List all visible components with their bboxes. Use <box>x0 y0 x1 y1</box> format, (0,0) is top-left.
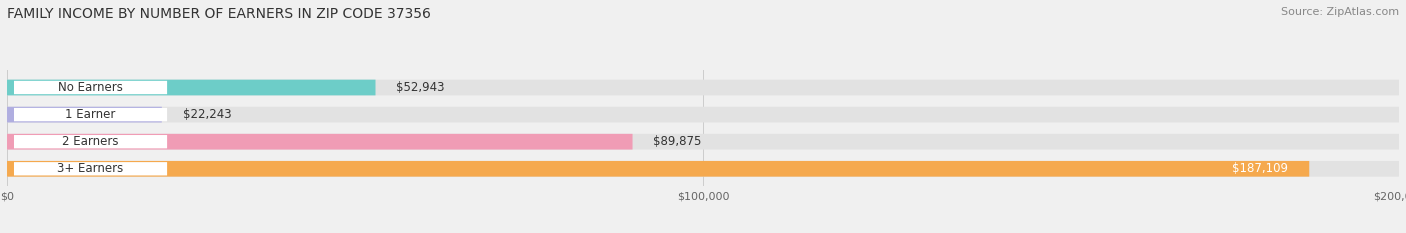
FancyBboxPatch shape <box>7 107 162 123</box>
FancyBboxPatch shape <box>7 107 1399 123</box>
FancyBboxPatch shape <box>14 108 167 121</box>
Text: $89,875: $89,875 <box>654 135 702 148</box>
FancyBboxPatch shape <box>7 134 1399 150</box>
FancyBboxPatch shape <box>7 80 375 95</box>
Text: $187,109: $187,109 <box>1233 162 1288 175</box>
Text: 2 Earners: 2 Earners <box>62 135 118 148</box>
FancyBboxPatch shape <box>14 162 167 175</box>
Text: $22,243: $22,243 <box>183 108 232 121</box>
FancyBboxPatch shape <box>14 135 167 148</box>
Text: $52,943: $52,943 <box>396 81 444 94</box>
Text: 3+ Earners: 3+ Earners <box>58 162 124 175</box>
Text: FAMILY INCOME BY NUMBER OF EARNERS IN ZIP CODE 37356: FAMILY INCOME BY NUMBER OF EARNERS IN ZI… <box>7 7 430 21</box>
FancyBboxPatch shape <box>7 134 633 150</box>
FancyBboxPatch shape <box>7 161 1309 177</box>
Text: No Earners: No Earners <box>58 81 122 94</box>
FancyBboxPatch shape <box>7 161 1399 177</box>
FancyBboxPatch shape <box>14 81 167 94</box>
FancyBboxPatch shape <box>7 80 1399 95</box>
Text: Source: ZipAtlas.com: Source: ZipAtlas.com <box>1281 7 1399 17</box>
Text: 1 Earner: 1 Earner <box>65 108 115 121</box>
